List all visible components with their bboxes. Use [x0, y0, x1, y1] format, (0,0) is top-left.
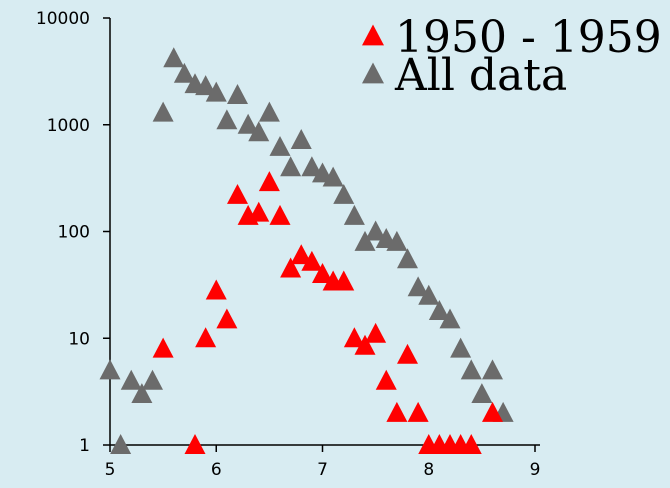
point-all-data	[237, 113, 259, 134]
point-all-data	[120, 369, 142, 390]
point-1950-1959	[248, 201, 270, 222]
legend-entry-all-data: All data	[394, 50, 567, 101]
point-all-data	[301, 156, 323, 177]
point-1950-1959	[184, 434, 206, 454]
point-1950-1959	[227, 183, 248, 204]
x-tick-label: 7	[317, 460, 328, 480]
point-all-data	[258, 101, 280, 122]
point-all-data	[407, 276, 429, 297]
point-1950-1959	[375, 369, 397, 390]
point-all-data	[99, 359, 121, 380]
point-all-data	[397, 248, 418, 269]
x-tick-label: 6	[211, 460, 222, 480]
point-all-data	[322, 166, 344, 187]
point-all-data	[131, 383, 153, 404]
y-tick-label: 1	[79, 436, 90, 456]
y-tick-label: 100	[58, 223, 90, 243]
y-tick-label: 10000	[36, 9, 90, 29]
point-all-data	[227, 84, 248, 104]
point-all-data	[460, 359, 482, 380]
point-1950-1959	[269, 204, 291, 225]
point-1950-1959	[290, 244, 312, 265]
point-all-data	[428, 300, 450, 320]
point-1950-1959	[205, 279, 227, 300]
y-tick-label: 1000	[47, 116, 90, 136]
point-all-data	[343, 204, 365, 225]
point-all-data	[205, 81, 227, 102]
legend-marker	[362, 24, 384, 46]
point-all-data	[269, 135, 291, 156]
point-1950-1959	[333, 270, 355, 291]
point-all-data	[216, 109, 238, 130]
data-points	[99, 47, 514, 454]
point-all-data	[439, 308, 461, 329]
point-1950-1959	[258, 171, 280, 192]
point-1950-1959	[407, 401, 429, 422]
point-1950-1959	[195, 327, 217, 348]
point-1950-1959	[354, 334, 376, 355]
point-all-data	[290, 129, 312, 149]
y-tick-label: 10	[68, 329, 90, 349]
legend-marker	[362, 62, 384, 84]
point-all-data	[173, 62, 195, 83]
point-1950-1959	[482, 401, 503, 422]
x-tick-label: 9	[530, 460, 541, 480]
point-all-data	[280, 156, 302, 177]
point-1950-1959	[460, 434, 482, 454]
point-1950-1959	[343, 327, 365, 348]
point-1950-1959	[216, 308, 238, 329]
point-all-data	[142, 369, 163, 390]
x-tick-label: 8	[423, 460, 434, 480]
point-all-data	[386, 230, 408, 251]
point-all-data	[450, 337, 472, 358]
point-all-data	[471, 383, 493, 404]
point-all-data	[482, 359, 503, 380]
point-all-data	[110, 434, 132, 454]
point-all-data	[152, 101, 174, 122]
point-1950-1959	[301, 250, 323, 271]
point-all-data	[333, 183, 355, 204]
point-1950-1959	[280, 257, 302, 278]
point-all-data	[248, 121, 270, 142]
point-all-data	[418, 284, 440, 305]
point-1950-1959	[365, 322, 387, 343]
point-1950-1959	[397, 343, 418, 364]
axis-ticks: 5 6 7 8 9 1 10 100 1000 10000	[36, 9, 541, 480]
point-all-data	[195, 75, 217, 96]
point-all-data	[354, 230, 376, 251]
x-tick-label: 5	[105, 460, 116, 480]
point-all-data	[163, 47, 185, 68]
point-all-data	[365, 220, 387, 241]
point-1950-1959	[152, 337, 174, 358]
point-1950-1959	[312, 263, 333, 283]
legend-entry-1950-1959: 1950 - 1959	[395, 12, 662, 63]
point-1950-1959	[386, 401, 408, 422]
